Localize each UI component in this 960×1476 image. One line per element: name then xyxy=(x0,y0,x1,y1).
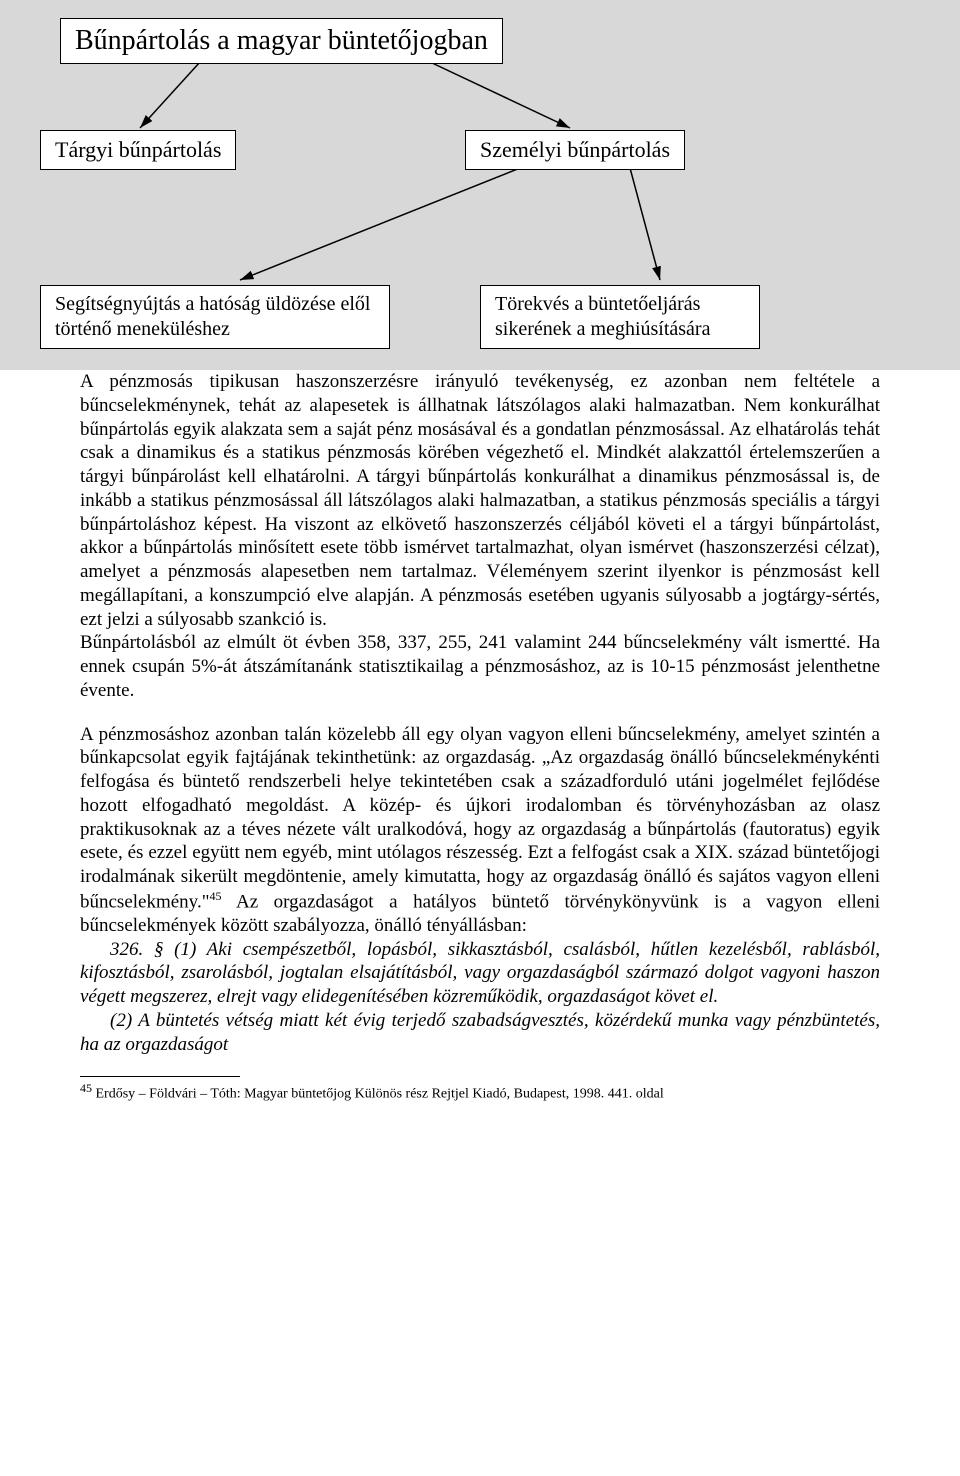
footnote-number: 45 xyxy=(80,1081,92,1095)
para2-text-a: A pénzmosáshoz azonban talán közelebb ál… xyxy=(80,724,880,913)
paragraph-1: A pénzmosás tipikusan haszonszerzésre ir… xyxy=(80,370,880,631)
body-text: A pénzmosás tipikusan haszonszerzésre ir… xyxy=(0,370,960,1133)
legal-326-2: (2) A büntetés vétség miatt két évig ter… xyxy=(80,1009,880,1057)
diagram-leaf-left: Segítségnyújtás a hatóság üldözése elől … xyxy=(40,285,390,349)
diagram-root: Bűnpártolás a magyar büntetőjogban xyxy=(60,18,503,64)
legal-326-1: 326. § (1) Aki csempészetből, lopásból, … xyxy=(80,938,880,1009)
diagram-right: Személyi bűnpártolás xyxy=(465,130,685,170)
paragraph-2: A pénzmosáshoz azonban talán közelebb ál… xyxy=(80,723,880,938)
paragraph-1b: Bűnpártolásból az elmúlt öt évben 358, 3… xyxy=(80,631,880,702)
footnote-text: Erdősy – Földvári – Tóth: Magyar büntető… xyxy=(96,1087,664,1102)
footnote-ref-45: 45 xyxy=(209,889,221,903)
footnote-rule xyxy=(80,1076,240,1077)
diagram-left: Tárgyi bűnpártolás xyxy=(40,130,236,170)
legal-2-body: (2) A büntetés vétség miatt két évig ter… xyxy=(80,1010,880,1055)
footnote-45: 45 Erdősy – Földvári – Tóth: Magyar bünt… xyxy=(80,1081,880,1103)
diagram-panel: Bűnpártolás a magyar büntetőjogban Tárgy… xyxy=(0,0,960,370)
diagram-leaf-right: Törekvés a büntetőeljárás sikerének a me… xyxy=(480,285,760,349)
legal-head: 326. § (1) xyxy=(110,939,207,960)
